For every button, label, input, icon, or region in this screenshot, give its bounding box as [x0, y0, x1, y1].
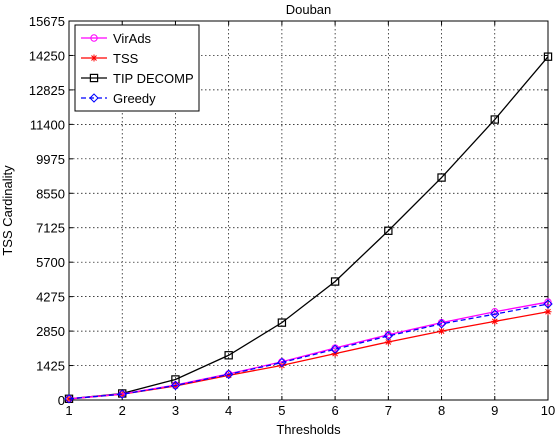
- y-tick-label: 8550: [36, 186, 65, 201]
- chart-title: Douban: [286, 2, 332, 17]
- plot-frame: [68, 20, 549, 401]
- data-point-greedy: [490, 309, 500, 319]
- data-point-tss: [225, 371, 233, 379]
- data-point-tip-decomp: [437, 173, 446, 182]
- data-point-greedy: [117, 389, 127, 399]
- data-point-tip-decomp: [384, 226, 393, 235]
- series-line-greedy: [68, 303, 549, 400]
- data-point-greedy: [277, 357, 287, 368]
- series-greedy: [64, 299, 553, 404]
- data-point-greedy: [223, 369, 234, 380]
- data-point-tss: [544, 308, 552, 316]
- y-tick-label: 1425: [36, 359, 65, 374]
- data-point-greedy: [543, 299, 553, 309]
- grid-lines: [69, 21, 548, 400]
- x-tick-label: 7: [385, 403, 392, 418]
- x-tick-label: 10: [541, 403, 555, 418]
- y-tick-label: 9975: [36, 152, 65, 167]
- data-point-tss: [491, 317, 499, 325]
- data-point-tip-decomp: [543, 52, 553, 61]
- series-line-virads: [68, 301, 549, 400]
- x-tick-label: 9: [491, 403, 498, 418]
- data-point-tip-decomp: [490, 115, 499, 124]
- series-line-tip-decomp: [68, 56, 549, 400]
- x-tick-label: 4: [225, 403, 232, 418]
- data-point-tss: [438, 327, 446, 335]
- legend-marker-tip-decomp: [89, 73, 99, 83]
- y-tick-label: 2850: [36, 324, 65, 339]
- y-tick-label: 11400: [30, 117, 65, 132]
- legend-marker-greedy: [89, 93, 99, 103]
- x-tick-label: 8: [438, 403, 445, 418]
- legend-label: TIP DECOMP: [113, 71, 194, 86]
- data-point-greedy: [170, 380, 181, 391]
- legend-marker-tss: [90, 54, 98, 62]
- data-point-tip-decomp: [277, 318, 287, 327]
- legend-item-greedy: Greedy: [81, 91, 156, 106]
- legend-item-tss: TSS: [81, 51, 139, 66]
- y-tick-label: 7125: [36, 221, 65, 236]
- axis-ticks: 1 2 3 4 5 6 7 8 9 10 0 1425 2850 4275 5700 7125 8550 9975…: [29, 14, 555, 418]
- legend-item-tip-decomp: TIP DECOMP: [81, 71, 194, 86]
- series-layer: [64, 52, 553, 404]
- x-tick-label: 2: [119, 403, 126, 418]
- y-tick-label: 14250: [29, 48, 65, 63]
- y-axis-title: TSS Cardinality: [0, 165, 15, 256]
- data-point-virads: [544, 298, 552, 306]
- y-tick-label: 15675: [29, 14, 65, 29]
- data-point-tip-decomp: [224, 351, 233, 360]
- data-point-greedy: [64, 394, 74, 404]
- data-point-greedy: [330, 344, 340, 354]
- x-tick-label: 6: [331, 403, 338, 418]
- x-axis-title: Thresholds: [276, 422, 341, 437]
- y-tick-label: 5700: [36, 255, 65, 270]
- y-tick-label: 4275: [36, 290, 65, 305]
- legend-marker-virads: [90, 34, 98, 42]
- y-tick-label: 12825: [29, 83, 65, 98]
- legend-label: VirAds: [113, 31, 152, 46]
- x-tick-label: 3: [172, 403, 179, 418]
- x-tick-label: 5: [278, 403, 285, 418]
- series-virads: [65, 298, 552, 403]
- x-tick-label: 1: [65, 403, 72, 418]
- legend-item-virads: VirAds: [81, 31, 152, 46]
- data-point-tss: [384, 338, 392, 346]
- data-point-virads: [491, 308, 499, 316]
- legend: VirAds TSS TIP DECOMP Greedy: [74, 24, 200, 112]
- data-point-greedy: [383, 331, 394, 341]
- data-point-tss: [65, 395, 73, 403]
- legend-box: [74, 24, 200, 112]
- data-point-greedy: [436, 319, 447, 329]
- data-point-tip-decomp: [330, 277, 340, 286]
- legend-label: Greedy: [113, 91, 156, 106]
- legend-label: TSS: [113, 51, 139, 66]
- y-tick-label: 0: [58, 393, 65, 408]
